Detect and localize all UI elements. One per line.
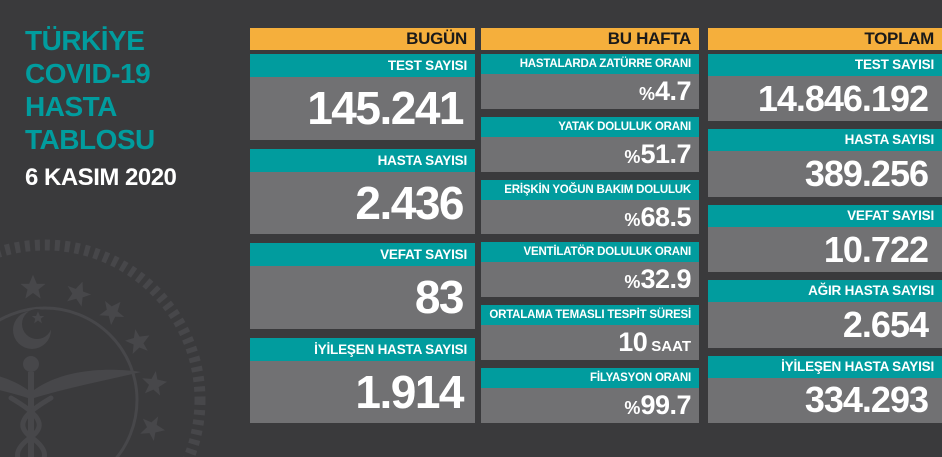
stat-bugun-vefat-sayisi: VEFAT SAYISI 83 xyxy=(250,243,475,329)
left-panel: TÜRKİYE COVID-19 HASTA TABLOSU 6 KASIM 2… xyxy=(25,24,240,192)
stat-toplam-test-sayisi: TEST SAYISI 14.846.192 xyxy=(708,54,942,122)
stat-label: İYİLEŞEN HASTA SAYISI xyxy=(708,355,942,378)
stats-grid: BUGÜN TEST SAYISI 145.241 HASTA SAYISI 2… xyxy=(250,28,942,424)
stat-label: İYİLEŞEN HASTA SAYISI xyxy=(250,337,475,361)
stat-label: TEST SAYISI xyxy=(708,54,942,76)
stat-hafta-zaturre-orani: HASTALARDA ZATÜRRE ORANI %4.7 xyxy=(481,54,699,109)
stat-hafta-yogun-bakim-doluluk-orani: ERİŞKİN YOĞUN BAKIM DOLULUK ORANI %68.5 xyxy=(481,179,699,235)
stat-bugun-iyilesen-hasta-sayisi: İYİLEŞEN HASTA SAYISI 1.914 xyxy=(250,337,475,423)
stat-label: VEFAT SAYISI xyxy=(250,243,475,266)
stat-value: 10.722 xyxy=(708,226,942,273)
stat-value: 2.436 xyxy=(250,171,475,234)
stat-hafta-temasli-tespit-suresi: ORTALAMA TEMASLI TESPİT SÜRESİ 10 SAAT xyxy=(481,305,699,361)
stat-label: VEFAT SAYISI xyxy=(708,204,942,227)
stat-toplam-vefat-sayisi: VEFAT SAYISI 10.722 xyxy=(708,204,942,273)
column-bu-hafta: BU HAFTA HASTALARDA ZATÜRRE ORANI %4.7 Y… xyxy=(481,28,699,423)
title-line: TABLOSU xyxy=(25,124,155,155)
stat-value: %4.7 xyxy=(481,74,699,109)
stat-value: 389.256 xyxy=(708,151,942,197)
stat-label: HASTA SAYISI xyxy=(250,148,475,172)
stat-value: 334.293 xyxy=(708,377,942,424)
stat-toplam-hasta-sayisi: HASTA SAYISI 389.256 xyxy=(708,129,942,197)
column-header-bu-hafta: BU HAFTA xyxy=(481,28,699,50)
stat-toplam-agir-hasta-sayisi: AĞIR HASTA SAYISI 2.654 xyxy=(708,280,942,348)
stat-value: 2.654 xyxy=(708,302,942,348)
stat-value: 83 xyxy=(250,266,475,329)
column-header-bugun: BUGÜN xyxy=(250,28,475,50)
stat-bugun-test-sayisi: TEST SAYISI 145.241 xyxy=(250,54,475,140)
stat-label: HASTA SAYISI xyxy=(708,129,942,152)
stat-label: AĞIR HASTA SAYISI xyxy=(708,280,942,303)
stat-value: 10 SAAT xyxy=(481,325,699,361)
column-bu-hafta-stats: HASTALARDA ZATÜRRE ORANI %4.7 YATAK DOLU… xyxy=(481,54,699,423)
stat-hafta-filyasyon-orani: FİLYASYON ORANI %99.7 xyxy=(481,368,699,423)
stat-toplam-iyilesen-hasta-sayisi: İYİLEŞEN HASTA SAYISI 334.293 xyxy=(708,355,942,424)
stat-hafta-ventilator-doluluk-orani: VENTİLATÖR DOLULUK ORANI %32.9 xyxy=(481,242,699,298)
column-bugun-stats: TEST SAYISI 145.241 HASTA SAYISI 2.436 V… xyxy=(250,54,475,423)
report-date: 6 KASIM 2020 xyxy=(25,164,177,191)
stat-bugun-hasta-sayisi: HASTA SAYISI 2.436 xyxy=(250,148,475,234)
stat-value: 1.914 xyxy=(250,360,475,423)
column-toplam-stats: TEST SAYISI 14.846.192 HASTA SAYISI 389.… xyxy=(708,54,942,424)
stat-value: 145.241 xyxy=(250,77,475,140)
stat-value: %32.9 xyxy=(481,262,699,298)
stat-label: TEST SAYISI xyxy=(250,54,475,77)
ministry-of-health-seal-icon xyxy=(0,239,206,457)
stat-label: FİLYASYON ORANI xyxy=(481,368,699,389)
stat-value: %51.7 xyxy=(481,136,699,172)
stat-label: ERİŞKİN YOĞUN BAKIM DOLULUK ORANI xyxy=(481,179,699,216)
stat-label: ORTALAMA TEMASLI TESPİT SÜRESİ xyxy=(481,305,699,326)
stat-label: VENTİLATÖR DOLULUK ORANI xyxy=(481,242,699,263)
title-line: HASTA xyxy=(25,91,117,122)
title-line: TÜRKİYE xyxy=(25,25,145,56)
column-toplam: TOPLAM TEST SAYISI 14.846.192 HASTA SAYI… xyxy=(708,28,942,424)
stat-value: %68.5 xyxy=(481,199,699,235)
stat-label: YATAK DOLULUK ORANI xyxy=(481,116,699,137)
stat-value: %99.7 xyxy=(481,388,699,423)
column-header-toplam: TOPLAM xyxy=(708,28,942,50)
title-line: COVID-19 xyxy=(25,58,151,89)
stat-value: 14.846.192 xyxy=(708,76,942,122)
stat-label: HASTALARDA ZATÜRRE ORANI xyxy=(481,54,699,74)
page-title: TÜRKİYE COVID-19 HASTA TABLOSU xyxy=(25,24,240,156)
column-bugun: BUGÜN TEST SAYISI 145.241 HASTA SAYISI 2… xyxy=(250,28,475,423)
stat-hafta-yatak-doluluk-orani: YATAK DOLULUK ORANI %51.7 xyxy=(481,116,699,172)
